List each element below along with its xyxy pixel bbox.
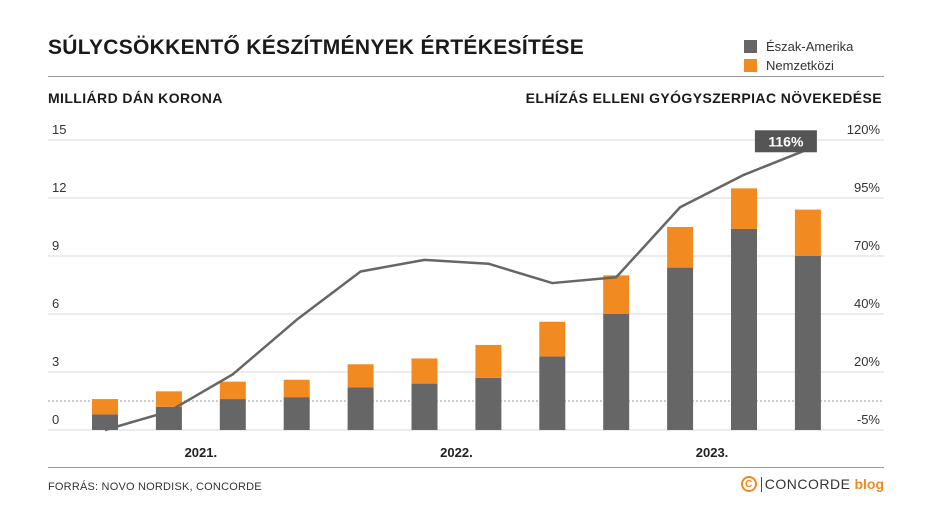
y-left-tick-label: 6 [52,296,59,311]
bar-international [347,364,374,388]
bar-north-america [92,414,118,430]
bar-international [219,381,246,400]
y-left-tick-label: 15 [52,122,66,137]
y-left-tick-label: 0 [52,412,59,427]
bar-international [92,399,118,415]
bar-north-america [219,399,246,430]
y-left-tick-label: 9 [52,238,59,253]
legend: Észak-Amerika Nemzetközi [744,37,853,75]
bar-north-america [411,383,438,430]
bar-international [155,391,182,407]
title-divider [48,76,884,77]
y-right-tick-label: 120% [847,122,881,137]
legend-label-international: Nemzetközi [766,58,834,73]
bar-north-america [794,256,821,430]
x-year-label: 2021. [185,445,218,460]
y-right-tick-label: 40% [854,296,880,311]
legend-swatch-international [744,59,757,72]
bar-north-america [475,377,502,430]
brand-separator [760,476,762,492]
bar-international [539,321,566,357]
bar-north-america [539,356,566,430]
source-note: FORRÁS: NOVO NORDISK, CONCORDE [48,481,262,493]
callout-badge [754,130,817,153]
bar-international [794,209,821,256]
y-right-tick-label: -5% [857,412,881,427]
legend-swatch-north-america [744,40,757,53]
brand-logo: C CONCORDE blog [740,476,884,492]
brand-name: CONCORDE [764,476,851,492]
bar-international [603,275,630,314]
bar-international [731,188,757,229]
y-left-tick-label: 12 [52,180,66,195]
bar-north-america [347,387,374,430]
legend-item-north-america: Észak-Amerika [744,37,853,56]
bar-north-america [667,267,694,430]
bar-international [667,227,694,268]
footer-divider [48,467,884,468]
bar-international [411,358,438,384]
legend-label-north-america: Észak-Amerika [766,39,854,54]
right-axis-title: ELHÍZÁS ELLENI GYÓGYSZERPIAC NÖVEKEDÉSE [525,90,882,106]
bar-north-america [283,397,310,430]
callout-label: 116% [768,133,804,149]
left-axis-title: MILLIÁRD DÁN KORONA [48,90,223,106]
y-right-tick-label: 70% [854,238,880,253]
y-left-tick-label: 3 [52,354,59,369]
y-right-tick-label: 20% [854,354,880,369]
growth-line [104,148,809,432]
bar-north-america [731,228,757,430]
y-right-tick-label: 95% [854,180,880,195]
bar-international [475,344,502,378]
brand-suffix: blog [854,476,884,492]
concorde-logo-icon: C [740,476,757,492]
x-year-label: 2022. [440,445,473,460]
chart-title: SÚLYCSÖKKENTŐ KÉSZÍTMÉNYEK ÉRTÉKESÍTÉSE [48,36,585,59]
x-year-label: 2023. [696,445,729,460]
bar-north-america [603,314,630,430]
legend-item-international: Nemzetközi [744,56,853,75]
bar-international [283,379,310,398]
